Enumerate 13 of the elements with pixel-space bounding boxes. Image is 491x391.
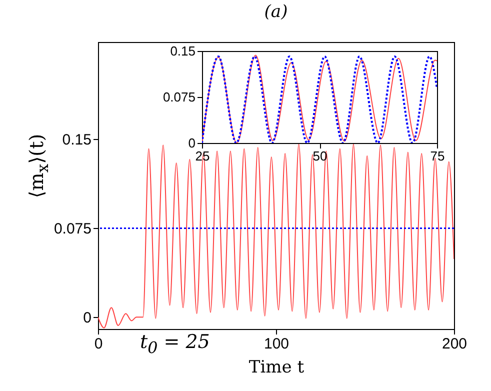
- y-tick-label: 0.15: [62, 132, 92, 149]
- text: t$_{0}$ = 25: [140, 331, 210, 357]
- x-tick-label: 75: [430, 148, 445, 164]
- x-tick-label: 100: [264, 336, 290, 352]
- x-tick-label: 200: [442, 336, 468, 352]
- y-tick-label: 0.15: [170, 44, 196, 58]
- y-tick-label: 0.075: [162, 90, 196, 104]
- y-tick-label: 0.075: [54, 220, 92, 238]
- y-tick-label: 0: [188, 136, 196, 150]
- y-tick-label: 0: [83, 310, 92, 327]
- x-tick-label: 0: [94, 336, 103, 352]
- x-axis-title: Time t: [248, 358, 304, 378]
- chart-title: (a): [264, 2, 288, 22]
